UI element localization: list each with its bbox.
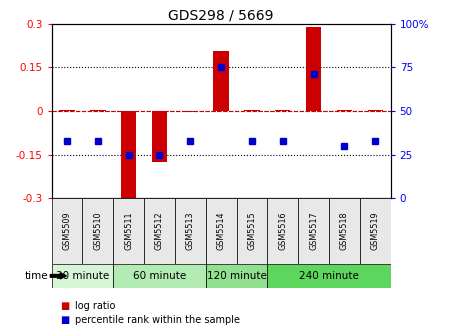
Text: GDS298 / 5669: GDS298 / 5669 [168, 8, 274, 23]
Text: 240 minute: 240 minute [299, 271, 359, 281]
Text: GSM5513: GSM5513 [186, 212, 195, 250]
Text: GSM5510: GSM5510 [93, 212, 102, 250]
Bar [306, 27, 321, 111]
Text: GSM5509: GSM5509 [62, 212, 71, 250]
Bar [360, 198, 391, 264]
Bar [298, 198, 329, 264]
Text: GSM5518: GSM5518 [340, 212, 349, 250]
Text: GSM5511: GSM5511 [124, 212, 133, 250]
Bar [90, 110, 106, 111]
Bar [152, 111, 167, 162]
Bar [244, 110, 260, 111]
Text: log ratio: log ratio [75, 301, 115, 311]
Text: percentile rank within the sample: percentile rank within the sample [75, 315, 240, 325]
Bar [337, 110, 352, 111]
Text: GSM5519: GSM5519 [371, 212, 380, 250]
Bar [237, 198, 267, 264]
Text: GSM5517: GSM5517 [309, 212, 318, 250]
Bar [329, 198, 360, 264]
Text: GSM5515: GSM5515 [247, 212, 256, 250]
Bar [267, 264, 391, 288]
Bar [267, 198, 298, 264]
Text: GSM5512: GSM5512 [155, 212, 164, 250]
Text: ■: ■ [61, 301, 70, 311]
Bar [59, 110, 75, 111]
Bar [113, 198, 144, 264]
Bar [213, 51, 229, 111]
Bar [144, 198, 175, 264]
Text: GSM5514: GSM5514 [216, 212, 226, 250]
Bar [83, 198, 113, 264]
Bar [206, 264, 267, 288]
Bar [175, 198, 206, 264]
Bar [121, 111, 136, 204]
Text: ■: ■ [61, 315, 70, 325]
Text: 120 minute: 120 minute [207, 271, 266, 281]
Text: 60 minute: 60 minute [133, 271, 186, 281]
Text: GSM5516: GSM5516 [278, 212, 287, 250]
Text: 30 minute: 30 minute [56, 271, 109, 281]
Bar [52, 198, 83, 264]
Bar [275, 110, 291, 111]
Bar [52, 264, 113, 288]
Bar [368, 110, 383, 111]
Text: time: time [25, 271, 48, 281]
Bar [113, 264, 206, 288]
Bar [206, 198, 237, 264]
Bar [183, 111, 198, 112]
